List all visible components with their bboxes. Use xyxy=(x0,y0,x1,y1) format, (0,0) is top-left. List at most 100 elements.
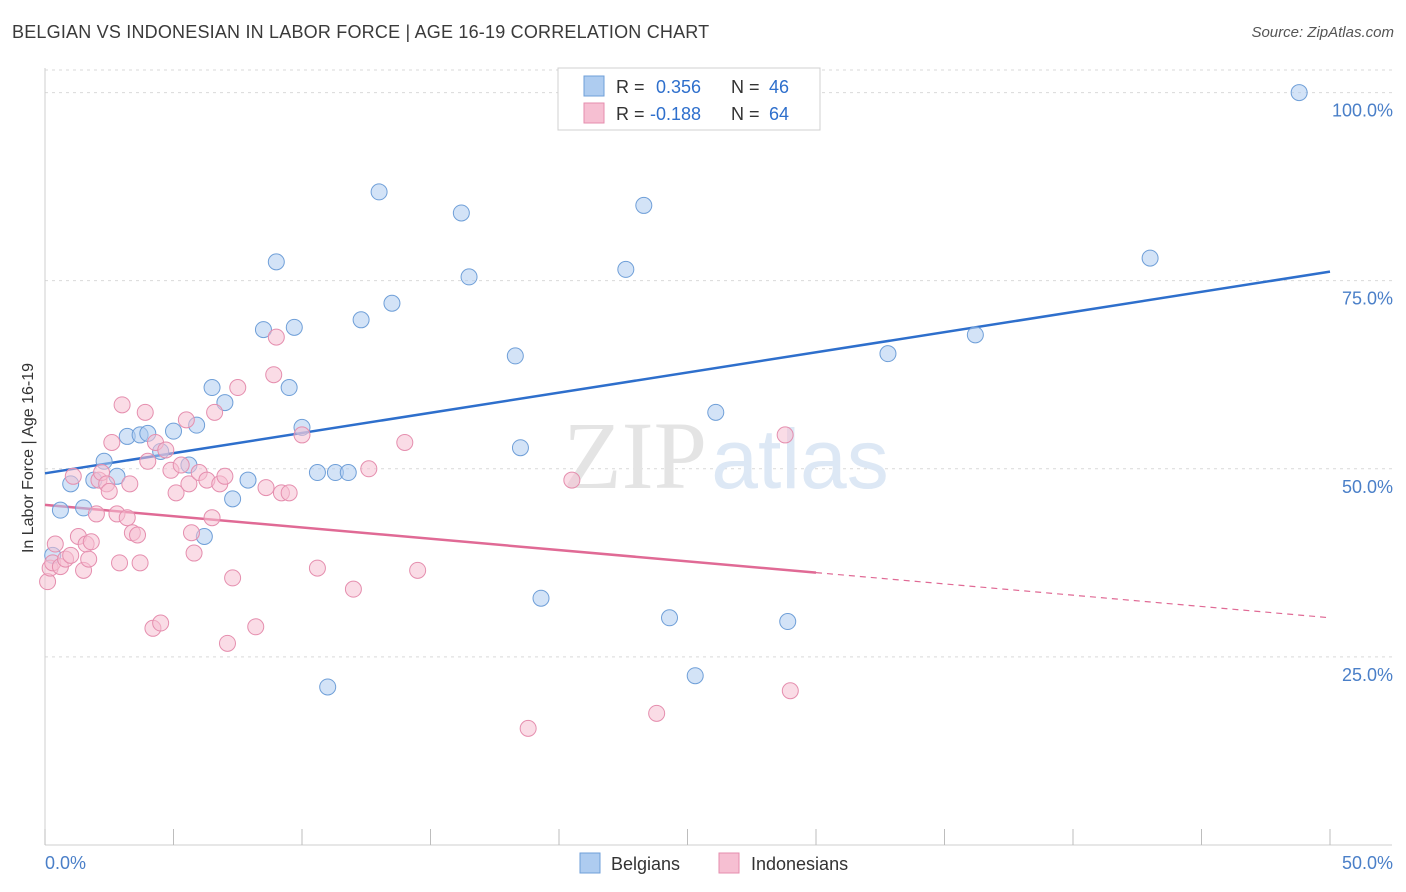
indonesian-point xyxy=(216,467,234,485)
belgian-point xyxy=(383,294,401,312)
indonesian-point xyxy=(62,546,80,564)
indonesian-point xyxy=(100,482,118,500)
watermark-zip: ZIP xyxy=(563,402,707,509)
belgian-point xyxy=(635,196,653,214)
y-tick-label: 100.0% xyxy=(1332,101,1393,121)
belgian-point xyxy=(224,490,242,508)
indonesian-point xyxy=(118,509,136,527)
indonesian-point xyxy=(136,403,154,421)
indonesian-point xyxy=(776,426,794,444)
data-points xyxy=(39,84,1308,737)
indonesian-point xyxy=(111,554,129,572)
legend-bottom-swatch-belgians xyxy=(579,852,601,874)
belgian-point xyxy=(1290,84,1308,102)
indonesian-trend-line xyxy=(44,503,817,574)
indonesian-point xyxy=(172,456,190,474)
indonesian-point xyxy=(152,614,170,632)
legend-bottom-label-indonesians: Indonesians xyxy=(751,854,848,874)
legend-swatch-indonesians xyxy=(583,102,605,124)
indonesian-point xyxy=(203,509,221,527)
indonesian-point xyxy=(82,533,100,551)
legend-n-value-belgians: 46 xyxy=(769,77,789,97)
y-tick-label: 50.0% xyxy=(1342,477,1393,497)
indonesian-point xyxy=(131,554,149,572)
indonesian-point xyxy=(87,505,105,523)
legend-bottom-label-belgians: Belgians xyxy=(611,854,680,874)
legend-stats: R = 0.356 N = 46 R = -0.188 N = 64 xyxy=(557,67,821,131)
belgian-point xyxy=(203,379,221,397)
belgian-point xyxy=(966,326,984,344)
indonesian-point xyxy=(781,682,799,700)
indonesian-point xyxy=(157,441,175,459)
legend-r-label-indonesians: R = xyxy=(616,104,645,124)
indonesian-point xyxy=(648,704,666,722)
indonesian-point xyxy=(224,569,242,587)
indonesian-point xyxy=(563,471,581,489)
x-tick-label: 50.0% xyxy=(1342,853,1393,873)
legend-r-value-indonesians: -0.188 xyxy=(650,104,701,124)
indonesian-point xyxy=(177,411,195,429)
belgian-point xyxy=(506,347,524,365)
belgian-point xyxy=(686,667,704,685)
belgian-point xyxy=(267,253,285,271)
grid-lines xyxy=(45,69,1392,658)
indonesian-point xyxy=(121,475,139,493)
indonesian-point xyxy=(257,479,275,497)
indonesian-point xyxy=(80,550,98,568)
indonesian-point xyxy=(360,460,378,478)
y-tick-label: 75.0% xyxy=(1342,289,1393,309)
indonesian-point xyxy=(267,328,285,346)
legend-r-value-belgians: 0.356 xyxy=(656,77,701,97)
belgian-point xyxy=(779,613,797,631)
axes xyxy=(44,68,1392,846)
belgian-point xyxy=(879,345,897,363)
belgian-point xyxy=(617,260,635,278)
trend-lines xyxy=(44,270,1331,619)
indonesian-point xyxy=(247,618,265,636)
legend-swatch-belgians xyxy=(583,75,605,97)
belgian-point xyxy=(1141,249,1159,267)
belgian-point xyxy=(352,311,370,329)
indonesian-point xyxy=(113,396,131,414)
indonesian-point xyxy=(409,561,427,579)
belgian-point xyxy=(285,318,303,336)
belgian-point xyxy=(339,464,357,482)
belgian-point xyxy=(216,394,234,412)
indonesian-trend-line-extrapolated xyxy=(815,572,1331,619)
legend-series: Belgians Indonesians xyxy=(579,852,848,874)
indonesian-point xyxy=(344,580,362,598)
y-axis-title: In Labor Force | Age 16-19 xyxy=(20,363,37,553)
y-tick-label: 25.0% xyxy=(1342,665,1393,685)
watermark-atlas: atlas xyxy=(711,412,888,506)
indonesian-point xyxy=(229,379,247,397)
belgian-point xyxy=(452,204,470,222)
indonesian-point xyxy=(185,544,203,562)
belgian-point xyxy=(254,321,272,339)
indonesian-point xyxy=(139,452,157,470)
belgian-point xyxy=(707,403,725,421)
legend-n-label-belgians: N = xyxy=(731,77,760,97)
belgian-point xyxy=(51,501,69,519)
watermark: ZIP atlas xyxy=(563,402,889,509)
x-tick-label: 0.0% xyxy=(45,853,86,873)
chart-title: BELGIAN VS INDONESIAN IN LABOR FORCE | A… xyxy=(12,22,710,42)
chart-source: Source: ZipAtlas.com xyxy=(1251,24,1394,41)
belgian-point xyxy=(308,464,326,482)
belgian-point xyxy=(511,439,529,457)
belgian-point xyxy=(165,422,182,440)
indonesian-point xyxy=(293,426,311,444)
indonesian-point xyxy=(64,467,82,485)
indonesian-point xyxy=(167,484,185,502)
belgian-point xyxy=(370,183,388,201)
belgian-point xyxy=(661,609,679,627)
indonesian-point xyxy=(519,719,537,737)
indonesian-point xyxy=(308,559,326,577)
legend-r-label-belgians: R = xyxy=(616,77,645,97)
indonesian-point xyxy=(265,366,283,384)
indonesian-point xyxy=(182,524,200,542)
belgian-point xyxy=(532,589,550,607)
tick-labels: 25.0% 50.0% 75.0% 100.0% 0.0% 50.0% xyxy=(45,101,1393,873)
belgian-point xyxy=(280,379,298,397)
legend-n-value-indonesians: 64 xyxy=(769,104,789,124)
